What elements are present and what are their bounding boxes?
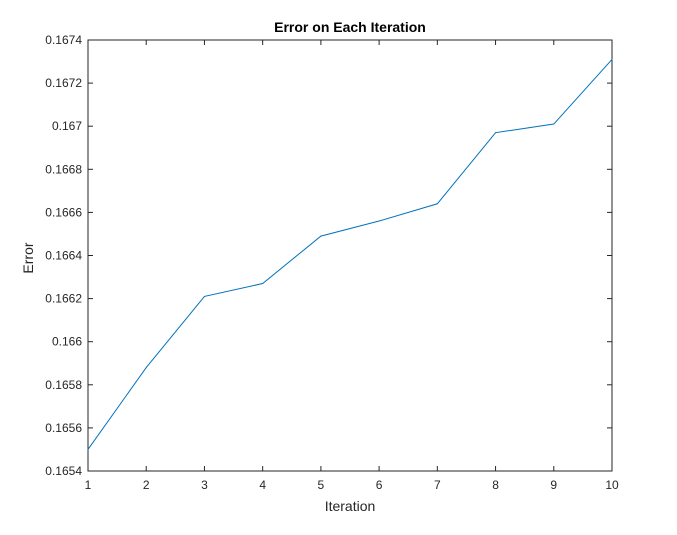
series-line — [87, 59, 613, 450]
data-point — [436, 203, 438, 205]
x-tick-label: 3 — [201, 478, 208, 492]
x-tick-label: 9 — [550, 478, 557, 492]
data-point — [203, 295, 205, 297]
x-tick-label: 7 — [434, 478, 441, 492]
data-point — [553, 123, 555, 125]
chart-title: Error on Each Iteration — [274, 19, 426, 35]
x-axis-label: Iteration — [325, 498, 376, 514]
series-group — [87, 58, 613, 450]
y-tick-label: 0.1656 — [45, 421, 82, 435]
data-point — [611, 58, 613, 60]
y-tick-label: 0.166 — [52, 335, 82, 349]
y-tick-label: 0.1666 — [45, 205, 82, 219]
axes: 1 2 3 4 5 6 7 8 9 10 0.1654 0.1656 0.1658 0.166 0.1662… — [45, 33, 619, 492]
y-axis-label: Error — [20, 242, 36, 273]
y-tick-label: 0.1664 — [45, 249, 82, 263]
plot-area-box — [87, 39, 613, 472]
x-tick-label: 10 — [605, 478, 619, 492]
y-tick-label: 0.1662 — [45, 292, 82, 306]
y-tick-label: 0.1654 — [45, 464, 82, 478]
data-point — [378, 220, 380, 222]
data-point — [145, 367, 147, 369]
y-tick-label: 0.1674 — [45, 33, 82, 47]
x-tick-label: 8 — [492, 478, 499, 492]
x-tick-label: 2 — [143, 478, 150, 492]
x-tick-label: 6 — [376, 478, 383, 492]
data-point — [495, 132, 497, 134]
data-point — [262, 283, 264, 285]
x-tick-label: 4 — [259, 478, 266, 492]
data-point — [87, 448, 89, 450]
y-tick-label: 0.1672 — [45, 76, 82, 90]
x-tick-label: 5 — [318, 478, 325, 492]
y-tick-label: 0.167 — [52, 119, 82, 133]
data-point — [320, 235, 322, 237]
y-tick-label: 0.1668 — [45, 162, 82, 176]
x-tick-label: 1 — [85, 478, 92, 492]
y-tick-label: 0.1658 — [45, 378, 82, 392]
